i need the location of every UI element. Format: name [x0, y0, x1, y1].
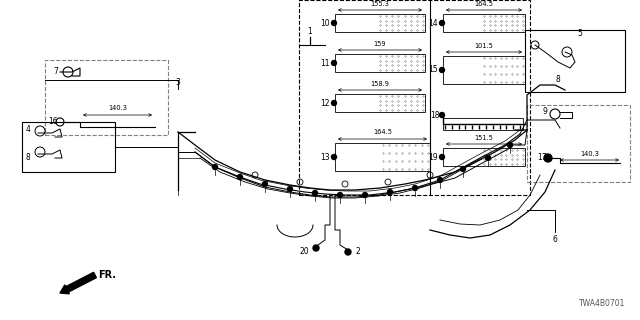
Text: 2: 2 — [355, 247, 360, 257]
Text: 10: 10 — [321, 19, 330, 28]
Text: 8: 8 — [555, 76, 560, 84]
Circle shape — [387, 189, 392, 195]
Circle shape — [362, 193, 367, 197]
Bar — [527, 105, 630, 182]
Bar — [443, 118, 523, 130]
Circle shape — [486, 156, 490, 161]
Bar — [335, 54, 425, 72]
Text: 18: 18 — [431, 110, 440, 119]
Circle shape — [332, 100, 337, 106]
Circle shape — [440, 155, 445, 159]
Circle shape — [440, 68, 445, 73]
Text: 20: 20 — [300, 247, 309, 257]
Bar — [335, 94, 425, 112]
Text: 158.9: 158.9 — [371, 81, 389, 86]
Text: TWA4B0701: TWA4B0701 — [579, 299, 625, 308]
Text: 17: 17 — [538, 154, 547, 163]
Bar — [443, 148, 525, 166]
Circle shape — [345, 249, 351, 255]
Circle shape — [262, 181, 268, 187]
Text: 11: 11 — [321, 59, 330, 68]
Text: 155.3: 155.3 — [371, 1, 389, 6]
Bar — [22, 122, 115, 172]
Text: 151.5: 151.5 — [475, 134, 493, 140]
Text: 16: 16 — [49, 117, 58, 126]
Circle shape — [508, 142, 513, 148]
Text: FR.: FR. — [98, 270, 116, 280]
Bar — [299, 0, 530, 195]
Circle shape — [413, 186, 417, 190]
Text: 5: 5 — [577, 29, 582, 38]
Circle shape — [237, 174, 243, 180]
Bar — [443, 56, 525, 84]
Circle shape — [332, 20, 337, 26]
Bar — [335, 14, 425, 32]
Text: 140.3: 140.3 — [580, 150, 599, 156]
Text: 140.3: 140.3 — [108, 106, 127, 111]
Bar — [443, 14, 525, 32]
Text: 101.5: 101.5 — [475, 43, 493, 49]
Circle shape — [461, 166, 465, 172]
Text: 159: 159 — [374, 41, 387, 46]
Circle shape — [287, 187, 292, 191]
Bar — [45, 60, 168, 135]
Text: 13: 13 — [321, 153, 330, 162]
Text: 4: 4 — [26, 125, 31, 134]
Text: 1: 1 — [308, 28, 312, 36]
Circle shape — [212, 164, 218, 170]
Text: 164.5: 164.5 — [474, 1, 493, 6]
FancyArrow shape — [60, 272, 97, 294]
Bar — [335, 143, 430, 171]
Circle shape — [440, 20, 445, 26]
Text: 19: 19 — [428, 153, 438, 162]
Bar — [525, 30, 625, 92]
Text: 3: 3 — [175, 78, 180, 87]
Circle shape — [313, 245, 319, 251]
Text: 164.5: 164.5 — [373, 130, 392, 135]
Circle shape — [332, 155, 337, 159]
Text: 15: 15 — [428, 66, 438, 75]
Circle shape — [438, 178, 442, 182]
Text: 8: 8 — [26, 154, 31, 163]
Text: 12: 12 — [321, 99, 330, 108]
Circle shape — [332, 60, 337, 66]
Circle shape — [337, 193, 342, 197]
Circle shape — [544, 154, 552, 162]
Circle shape — [440, 113, 445, 117]
Circle shape — [312, 190, 317, 196]
Text: 14: 14 — [428, 19, 438, 28]
Text: 6: 6 — [552, 236, 557, 244]
Text: 7: 7 — [53, 68, 58, 76]
Text: 9: 9 — [542, 108, 547, 116]
